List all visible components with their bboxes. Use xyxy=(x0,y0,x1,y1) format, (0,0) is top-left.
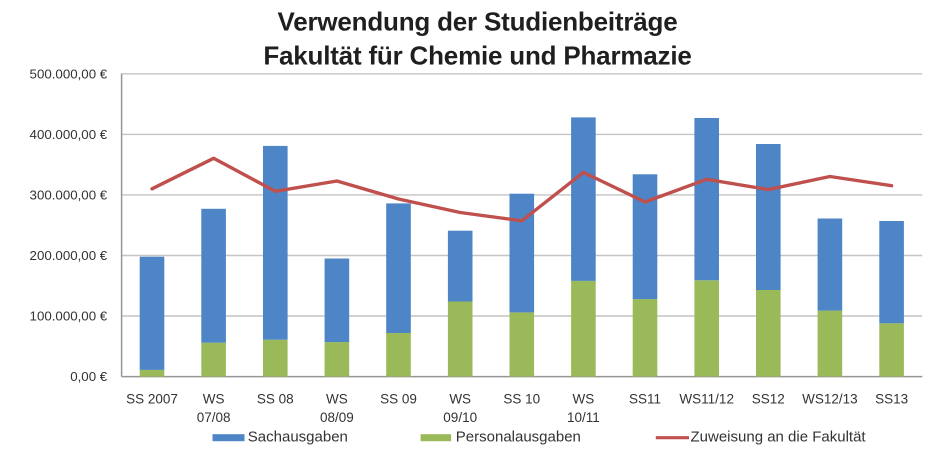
svg-text:WS11/12: WS11/12 xyxy=(679,392,734,407)
svg-text:500.000,00 €: 500.000,00 € xyxy=(30,66,108,81)
svg-text:Personalausgaben: Personalausgaben xyxy=(456,429,581,446)
svg-text:08/09: 08/09 xyxy=(320,410,354,425)
svg-text:SS 10: SS 10 xyxy=(503,392,540,407)
svg-text:SS11: SS11 xyxy=(629,392,661,407)
svg-text:400.000,00 €: 400.000,00 € xyxy=(30,127,108,142)
svg-text:SS13: SS13 xyxy=(875,392,908,407)
svg-text:WS: WS xyxy=(203,392,225,407)
svg-text:SS12: SS12 xyxy=(752,392,785,407)
svg-text:WS: WS xyxy=(326,392,348,407)
svg-text:SS 08: SS 08 xyxy=(257,392,294,407)
svg-text:SS 09: SS 09 xyxy=(380,392,417,407)
svg-text:07/08: 07/08 xyxy=(197,410,231,425)
svg-text:Zuweisung an die Fakultät: Zuweisung an die Fakultät xyxy=(691,429,867,446)
svg-text:09/10: 09/10 xyxy=(443,410,477,425)
svg-text:300.000,00 €: 300.000,00 € xyxy=(30,188,108,203)
svg-text:WS: WS xyxy=(573,392,595,407)
svg-text:100.000,00 €: 100.000,00 € xyxy=(30,309,108,324)
svg-text:WS12/13: WS12/13 xyxy=(802,392,858,407)
svg-text:Verwendung der Studienbeiträge: Verwendung der Studienbeiträge xyxy=(278,7,678,37)
svg-text:10/11: 10/11 xyxy=(567,410,600,425)
svg-text:WS: WS xyxy=(449,392,471,407)
svg-text:Sachausgaben: Sachausgaben xyxy=(248,429,348,446)
svg-text:Fakultät für Chemie und Pharma: Fakultät für Chemie und Pharmazie xyxy=(263,41,691,71)
svg-text:200.000,00 €: 200.000,00 € xyxy=(30,248,108,263)
svg-text:0,00 €: 0,00 € xyxy=(70,369,108,384)
svg-text:SS 2007: SS 2007 xyxy=(126,392,178,407)
